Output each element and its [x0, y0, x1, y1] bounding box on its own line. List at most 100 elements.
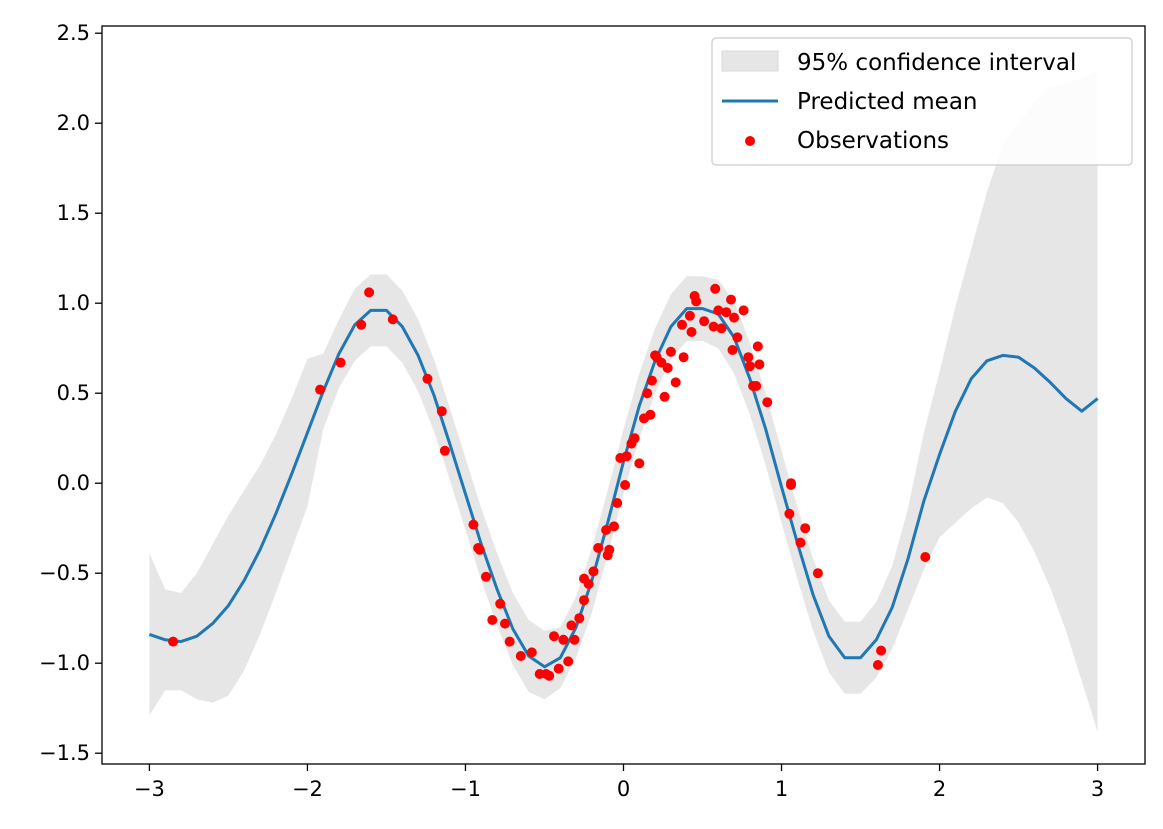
observation-point [563, 656, 574, 667]
legend-frame [711, 37, 1133, 166]
observation-point [168, 636, 179, 647]
observation-point [468, 519, 479, 530]
observation-point [621, 451, 632, 462]
legend-band-swatch [721, 50, 779, 72]
observation-point [659, 391, 670, 402]
observation-point [812, 568, 823, 579]
legend-label-predicted-mean: Predicted mean [797, 89, 978, 115]
observation-point [699, 316, 710, 327]
observation-point [566, 620, 577, 631]
observation-point [920, 552, 931, 562]
observation-point [436, 406, 447, 417]
observation-point [795, 537, 806, 548]
observation-point [684, 310, 695, 321]
observation-point [646, 375, 657, 386]
y-tick-label: 1.5 [57, 201, 90, 225]
observation-point [727, 345, 738, 355]
observation-point [364, 287, 375, 298]
y-tick-label: −1.5 [39, 741, 90, 765]
observation-point [549, 631, 559, 642]
observation-point [716, 323, 727, 334]
y-axis: −1.5 −1.0 −0.5 0.0 0.5 1.0 1.5 2.0 2.5 [39, 21, 102, 765]
observation-point [726, 294, 736, 305]
legend-observations-swatch [745, 136, 755, 146]
confidence-band [149, 71, 1098, 732]
observation-point [315, 384, 326, 395]
observation-point [422, 373, 433, 384]
observation-point [356, 319, 367, 330]
legend: 95% confidence interval Predicted mean O… [711, 37, 1133, 166]
observation-point [743, 352, 754, 363]
observation-point [786, 478, 796, 489]
x-tick-label: 0 [617, 777, 630, 801]
x-tick-label: 3 [1091, 777, 1104, 801]
x-tick-label: −3 [134, 777, 165, 801]
observation-point [634, 458, 645, 469]
observation-point [574, 613, 585, 624]
observation-point [474, 544, 485, 555]
observation-point [612, 498, 623, 508]
x-axis: −3 −2 −1 0 1 2 3 [134, 764, 1104, 801]
observation-point [579, 595, 589, 606]
observation-point [335, 357, 346, 368]
y-tick-label: 0.0 [57, 471, 90, 495]
observation-point [677, 319, 687, 330]
observation-point [752, 341, 763, 352]
observation-point [504, 636, 515, 647]
observation-point [754, 359, 765, 370]
observation-point [439, 445, 450, 456]
observation-point [642, 388, 653, 399]
observation-point [569, 634, 580, 645]
observation-point [583, 579, 594, 589]
observation-point [784, 508, 795, 519]
observation-point [645, 409, 656, 420]
observation-point [487, 615, 498, 625]
observation-point [609, 521, 619, 532]
observation-point [662, 363, 673, 373]
observation-point [708, 321, 719, 332]
x-tick-label: 2 [933, 777, 946, 801]
observation-point [553, 663, 564, 674]
x-tick-label: 1 [775, 777, 788, 801]
observation-point [481, 571, 491, 582]
x-tick-label: −1 [450, 777, 481, 801]
y-tick-label: 0.5 [57, 381, 90, 405]
observation-point [620, 480, 631, 490]
y-tick-label: 2.5 [57, 21, 90, 45]
observation-point [387, 314, 398, 325]
observation-point [515, 651, 526, 661]
observation-point [876, 645, 887, 656]
observation-point [800, 523, 811, 534]
observation-point [713, 305, 724, 316]
observation-point [558, 634, 569, 645]
observation-point [732, 332, 743, 343]
observation-point [762, 397, 773, 408]
legend-label-confidence-interval: 95% confidence interval [797, 50, 1076, 76]
y-tick-label: −1.0 [39, 651, 90, 675]
observation-point [500, 618, 510, 629]
observation-point [751, 381, 762, 391]
observation-point [872, 660, 883, 670]
observation-point [665, 346, 676, 357]
legend-label-observations: Observations [797, 128, 949, 154]
y-tick-label: 1.0 [57, 291, 90, 315]
observation-point [691, 296, 702, 307]
observation-point [744, 361, 755, 372]
observation-point [588, 566, 599, 577]
observation-point [686, 327, 697, 337]
observation-point [495, 598, 506, 609]
observation-point [738, 305, 749, 316]
observation-point [729, 312, 740, 323]
y-tick-label: 2.0 [57, 111, 90, 135]
observation-point [721, 307, 732, 318]
observation-point [678, 352, 689, 363]
observation-point [629, 433, 640, 444]
observation-point [604, 544, 615, 555]
x-tick-label: −2 [292, 777, 323, 801]
observation-point [710, 283, 721, 294]
observation-point [670, 377, 681, 388]
plot-area [148, 71, 1099, 732]
observation-point [526, 647, 537, 658]
observation-point [593, 543, 604, 553]
